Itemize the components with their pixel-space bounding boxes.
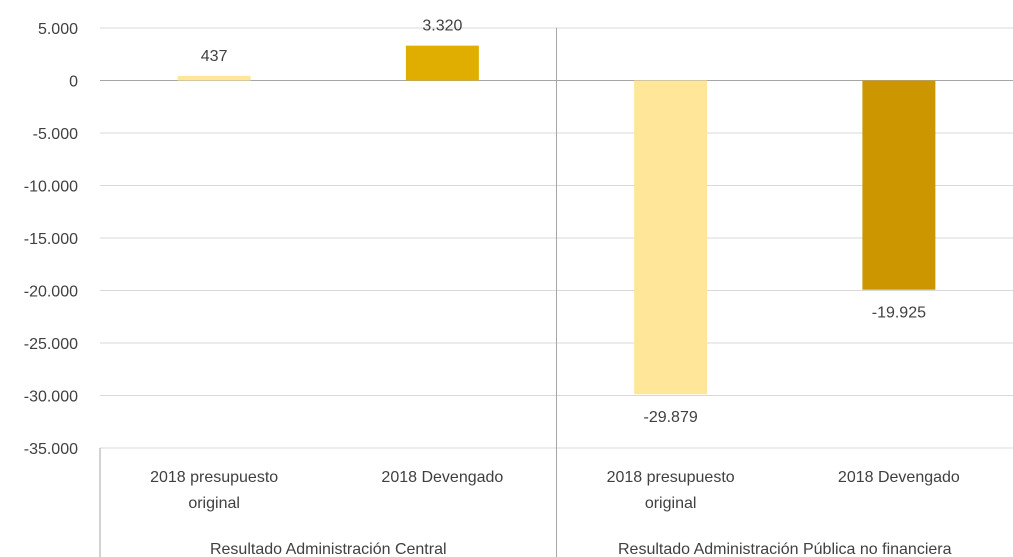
category-label-line: original bbox=[645, 495, 697, 512]
data-label: 3.320 bbox=[422, 18, 462, 35]
data-label: -29.879 bbox=[643, 409, 697, 426]
category-label: 2018 Devengado bbox=[838, 469, 960, 486]
y-tick-label: -10.000 bbox=[24, 179, 78, 196]
bar bbox=[634, 80, 708, 395]
group-label: Resultado Administración Pública no fina… bbox=[618, 541, 952, 557]
y-tick-label: 5.000 bbox=[38, 21, 78, 38]
category-label-line: 2018 Devengado bbox=[381, 469, 503, 486]
category-label-line: 2018 presupuesto bbox=[607, 469, 735, 486]
data-labels: 437 3.320 -29.879 -19.925 bbox=[201, 18, 926, 427]
bar bbox=[862, 80, 936, 290]
x-axis-group-labels: Resultado Administración Central Resultad… bbox=[210, 541, 952, 557]
y-tick-label: 0 bbox=[69, 74, 78, 91]
y-tick-label: -35.000 bbox=[24, 441, 78, 458]
category-label-line: 2018 presupuesto bbox=[150, 469, 278, 486]
category-label: 2018 presupuesto original bbox=[607, 469, 735, 512]
data-label: 437 bbox=[201, 48, 228, 65]
category-label: 2018 Devengado bbox=[381, 469, 503, 486]
y-tick-label: -15.000 bbox=[24, 231, 78, 248]
y-tick-label: -25.000 bbox=[24, 336, 78, 353]
category-label-line: original bbox=[188, 495, 240, 512]
x-axis-category-labels: 2018 presupuesto original 2018 Devengado 20… bbox=[150, 469, 960, 512]
y-axis-tick-labels: 5.000 0 -5.000 -10.000 -15.000 -20.000 -25.000… bbox=[24, 21, 78, 458]
category-label: 2018 presupuesto original bbox=[150, 469, 278, 512]
bar bbox=[177, 75, 251, 81]
bars bbox=[177, 45, 936, 395]
y-tick-label: -30.000 bbox=[24, 389, 78, 406]
y-tick-label: -20.000 bbox=[24, 284, 78, 301]
y-tick-label: -5.000 bbox=[33, 126, 78, 143]
category-dividers bbox=[99, 28, 557, 557]
bar bbox=[405, 45, 479, 81]
category-label-line: 2018 Devengado bbox=[838, 469, 960, 486]
group-label: Resultado Administración Central bbox=[210, 541, 447, 557]
data-label: -19.925 bbox=[872, 305, 926, 322]
